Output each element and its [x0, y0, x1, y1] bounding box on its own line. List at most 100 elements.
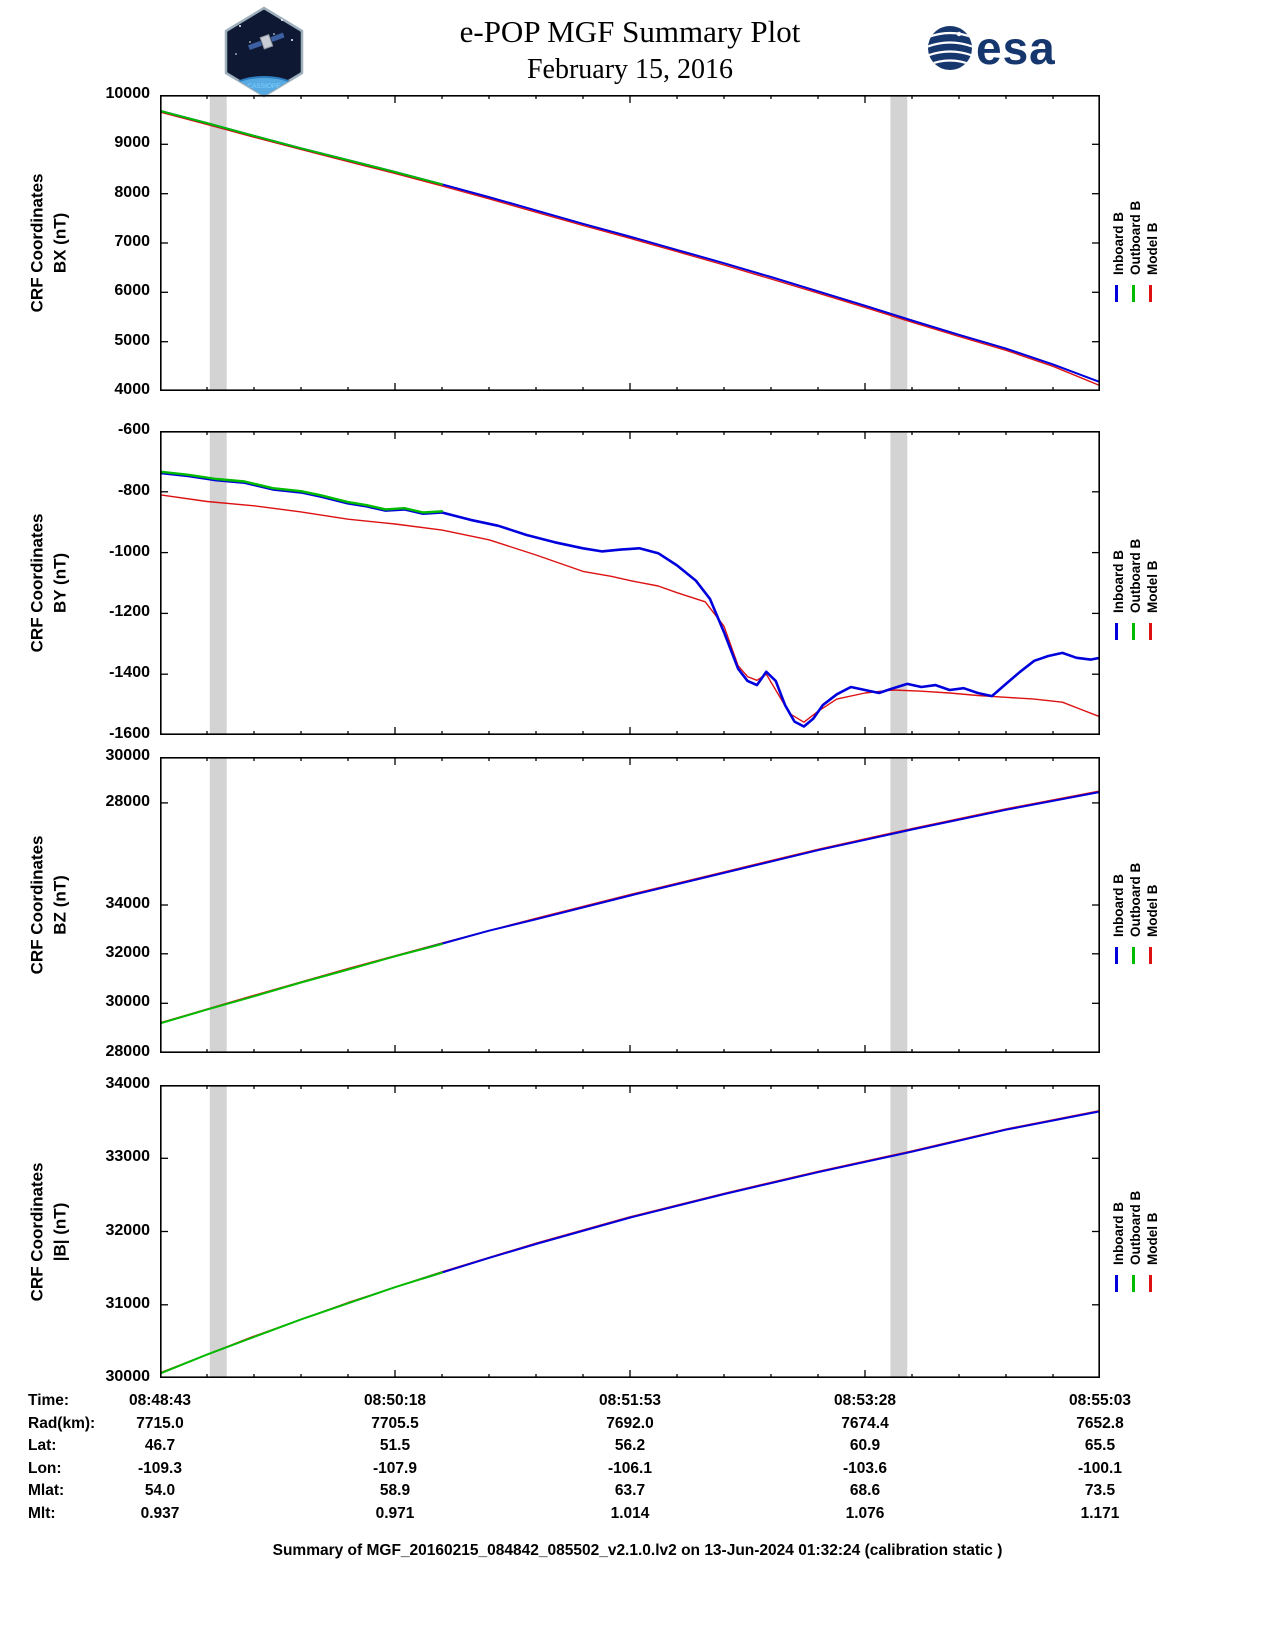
y-tick-label: 8000: [114, 183, 150, 201]
table-cell: -109.3: [138, 1459, 182, 1477]
series-inboard-b: [159, 109, 1101, 384]
shaded-band-0: [209, 1086, 227, 1377]
legend-line-sample-outboard-b: [1132, 285, 1135, 303]
table-row-label: Rad(km):: [28, 1414, 96, 1432]
series-model-b: [159, 111, 1101, 387]
legend-line-sample-model-b: [1149, 947, 1152, 965]
legend-label-model-b: Model B: [1145, 222, 1160, 276]
y-axis-ticks-bz: 30000 28000 34000 32000 30000 28000: [0, 747, 151, 1060]
table-cell: 73.5: [1084, 1482, 1116, 1499]
y-tick-label: -1000: [109, 542, 150, 560]
table-cell: 7715.0: [136, 1414, 184, 1432]
legend-label-inboard-b: Inboard B: [1111, 212, 1126, 276]
legend-label-model-b: Model B: [1145, 1212, 1160, 1266]
table-cell: 51.5: [379, 1437, 411, 1454]
y-tick-label: 5000: [114, 331, 150, 349]
series-inboard-b: [422, 791, 1101, 950]
table-cell: 7674.4: [841, 1414, 889, 1432]
shaded-band-1: [890, 96, 908, 390]
table-cell: -106.1: [608, 1459, 652, 1477]
y-tick-label: -1400: [109, 664, 150, 682]
table-row-label: Mlat:: [28, 1482, 65, 1499]
legend-label-inboard-b: Inboard B: [1111, 1202, 1126, 1266]
table-cell: 63.7: [614, 1482, 646, 1499]
bx-plot-svg: [159, 94, 1101, 392]
y-tick-label: 34000: [105, 1075, 151, 1092]
y-tick-label: 30000: [105, 993, 151, 1011]
esa-globe-icon: [928, 26, 972, 70]
table-cell: 46.7: [144, 1437, 176, 1454]
table-cell: 0.971: [375, 1504, 415, 1522]
summary-footer: Summary of MGF_20160215_084842_085502_v2…: [272, 1542, 1003, 1559]
y-tick-label: 6000: [114, 282, 150, 300]
legend-label-outboard-b: Outboard B: [1128, 538, 1143, 613]
table-cell: 08:55:03: [1068, 1392, 1132, 1409]
esa-wordmark: esa: [976, 22, 1056, 74]
legend-line-sample-model-b: [1149, 285, 1152, 303]
table-cell: -107.9: [373, 1459, 417, 1477]
table-row-lat: Lat: 46.7 51.5 56.2 60.9 65.5: [0, 1437, 1275, 1460]
bz-plot-svg: [159, 756, 1101, 1054]
table-cell: 08:48:43: [128, 1392, 192, 1409]
btotal-chart: [159, 1084, 1101, 1379]
table-row-label: Lon:: [28, 1459, 62, 1477]
table-cell: 68.6: [849, 1482, 881, 1499]
y-tick-label: -1200: [109, 603, 150, 621]
table-cell: 54.0: [144, 1482, 176, 1499]
table-row-time: Time: 08:48:43 08:50:18 08:51:53 08:53:28 08:…: [0, 1392, 1275, 1415]
bx-chart: [159, 94, 1101, 392]
table-cell: 7705.5: [371, 1414, 419, 1432]
series-inboard-b: [158, 471, 1102, 728]
table-row-label: Mlt:: [28, 1504, 56, 1522]
table-cell: 58.9: [379, 1482, 411, 1499]
table-row-mlt: Mlt: 0.937 0.971 1.014 1.076 1.171: [0, 1505, 1275, 1528]
by-plot-svg: [158, 430, 1102, 736]
table-row-rad-km: Rad(km): 7715.0 7705.5 7692.0 7674.4 7652.8: [0, 1415, 1275, 1438]
y-tick-label: 28000: [105, 792, 151, 810]
legend-label-model-b: Model B: [1145, 560, 1160, 613]
series-outboard-b: [158, 470, 444, 514]
table-cell: 65.5: [1084, 1437, 1116, 1454]
shaded-band-1: [890, 432, 908, 734]
legend-label-outboard-b: Outboard B: [1128, 201, 1143, 276]
table-row-lon: Lon: -109.3 -107.9 -106.1 -103.6 -100.1: [0, 1460, 1275, 1483]
shaded-band-0: [209, 432, 227, 734]
legend-line-sample-model-b: [1149, 622, 1152, 640]
y-tick-label: 9000: [114, 134, 150, 152]
series-outboard-b: [159, 943, 443, 1025]
table-cell: 1.076: [845, 1504, 885, 1522]
legend-line-sample-outboard-b: [1132, 622, 1135, 640]
y-axis-ticks-bx: 10000 9000 8000 7000 6000 5000 4000: [0, 85, 151, 398]
table-cell: -103.6: [843, 1459, 887, 1477]
legend-line-sample-outboard-b: [1132, 1275, 1135, 1293]
mission-patch-icon: CASSIOPE: [224, 6, 304, 98]
btotal-plot-svg: [159, 1084, 1101, 1379]
cassiope-mission-patch-logo: CASSIOPE: [222, 6, 306, 103]
ephemeris-table: Time: 08:48:43 08:50:18 08:51:53 08:53:28 08:…: [0, 1392, 1275, 1527]
bx-legend: Inboard B Outboard B Model B: [1106, 95, 1181, 391]
series-model-b: [159, 1109, 1101, 1374]
bz-legend: Inboard B Outboard B Model B: [1106, 757, 1181, 1053]
shaded-band-1: [890, 1086, 908, 1377]
y-tick-label: 31000: [105, 1294, 151, 1312]
series-model-b: [159, 790, 1101, 1024]
table-cell: 08:50:18: [363, 1392, 427, 1409]
y-tick-label: -600: [117, 421, 150, 438]
y-tick-label: -800: [117, 481, 150, 499]
y-tick-label: 33000: [105, 1148, 151, 1166]
shaded-band-1: [890, 758, 908, 1052]
y-tick-label: 34000: [105, 895, 151, 912]
y-tick-label: 4000: [114, 381, 150, 398]
series-inboard-b: [422, 1110, 1101, 1280]
table-cell: 7692.0: [606, 1414, 654, 1432]
table-cell: 0.937: [140, 1504, 180, 1522]
y-tick-label: -1600: [109, 725, 150, 742]
table-cell: 1.014: [610, 1504, 650, 1522]
panel-by: CRF Coordinates BY (nT) -600 -800 -1000 -120…: [0, 421, 1275, 742]
table-row-label: Lat:: [28, 1437, 57, 1454]
y-tick-label: 28000: [105, 1043, 151, 1060]
table-cell: -100.1: [1078, 1459, 1122, 1477]
legend-line-sample-inboard-b: [1115, 285, 1118, 303]
table-row-mlat: Mlat: 54.0 58.9 63.7 68.6 73.5: [0, 1482, 1275, 1505]
